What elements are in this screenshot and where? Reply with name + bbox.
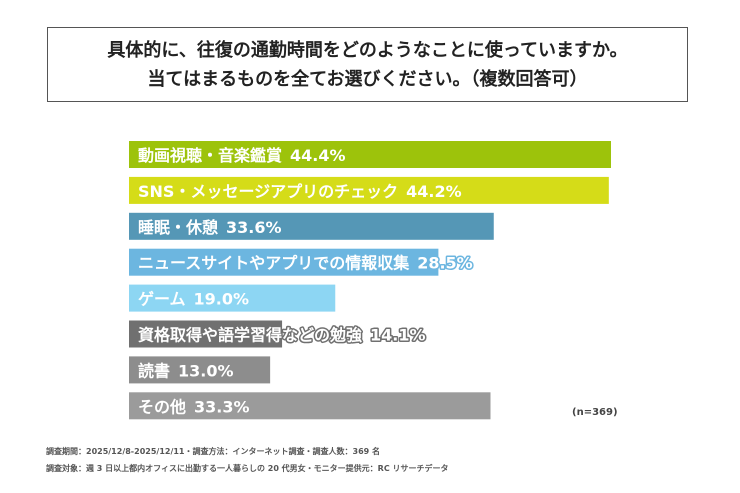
bar-7 <box>129 356 271 384</box>
category-label: 睡眠・休憩 <box>138 218 218 237</box>
bar-label-7: 読書 13.0% <box>138 361 234 380</box>
survey-footnote-2: 調査対象：週 3 日以上都内オフィスに出勤する一人暮らしの 20 代男女・モニタ… <box>46 464 449 473</box>
category-label: その他 <box>138 397 186 416</box>
bar-label-5: ゲーム 19.0% <box>138 290 249 309</box>
category-label: SNS・メッセージアプリのチェック <box>138 182 398 201</box>
value-label: 44.2% <box>406 182 462 201</box>
bar-label-4: ニュースサイトやアプリでの情報収集 28.5% <box>138 254 473 273</box>
category-label: 動画視聴・音楽鑑賞 <box>138 146 282 165</box>
question-title-box: 具体的に、往復の通勤時間をどのようなことに使っていますか。 当てはまるものを全て… <box>47 27 688 102</box>
bar-5 <box>129 284 336 312</box>
question-title-line2: 当てはまるものを全てお選びください。（複数回答可） <box>147 68 588 90</box>
bar-2 <box>129 176 609 204</box>
bar-label-3: 睡眠・休憩 33.6% <box>138 218 282 237</box>
category-label: 読書 <box>138 361 170 380</box>
bar-3 <box>129 212 494 240</box>
bar-6 <box>129 320 283 348</box>
question-title-line1: 具体的に、往復の通勤時間をどのようなことに使っていますか。 <box>107 39 628 61</box>
value-label: 33.6% <box>226 218 282 237</box>
bar-1 <box>129 141 611 168</box>
bar-8 <box>129 392 491 420</box>
sample-size-label: (n=369) <box>572 407 618 418</box>
category-label: ゲーム <box>138 290 186 309</box>
bar-label-2: SNS・メッセージアプリのチェック 44.2% <box>138 182 462 201</box>
bar-4 <box>129 248 439 276</box>
value-label: 14.1% <box>370 326 426 345</box>
survey-footnote-1: 調査期間：2025/12/8-2025/12/11・調査方法：インターネット調査… <box>46 447 380 456</box>
category-label: ニュースサイトやアプリでの情報収集 <box>138 254 410 273</box>
category-label: 資格取得や語学習得などの勉強 <box>138 326 362 345</box>
value-label: 33.3% <box>194 397 250 416</box>
value-label: 19.0% <box>194 290 250 309</box>
value-label: 28.5% <box>417 254 473 273</box>
value-label: 44.4% <box>290 146 346 165</box>
value-label: 13.0% <box>178 361 234 380</box>
bar-label-8: その他 33.3% <box>138 397 250 416</box>
bar-label-1: 動画視聴・音楽鑑賞 44.4% <box>138 146 346 165</box>
bar-label-6: 資格取得や語学習得などの勉強 14.1% <box>138 326 426 345</box>
